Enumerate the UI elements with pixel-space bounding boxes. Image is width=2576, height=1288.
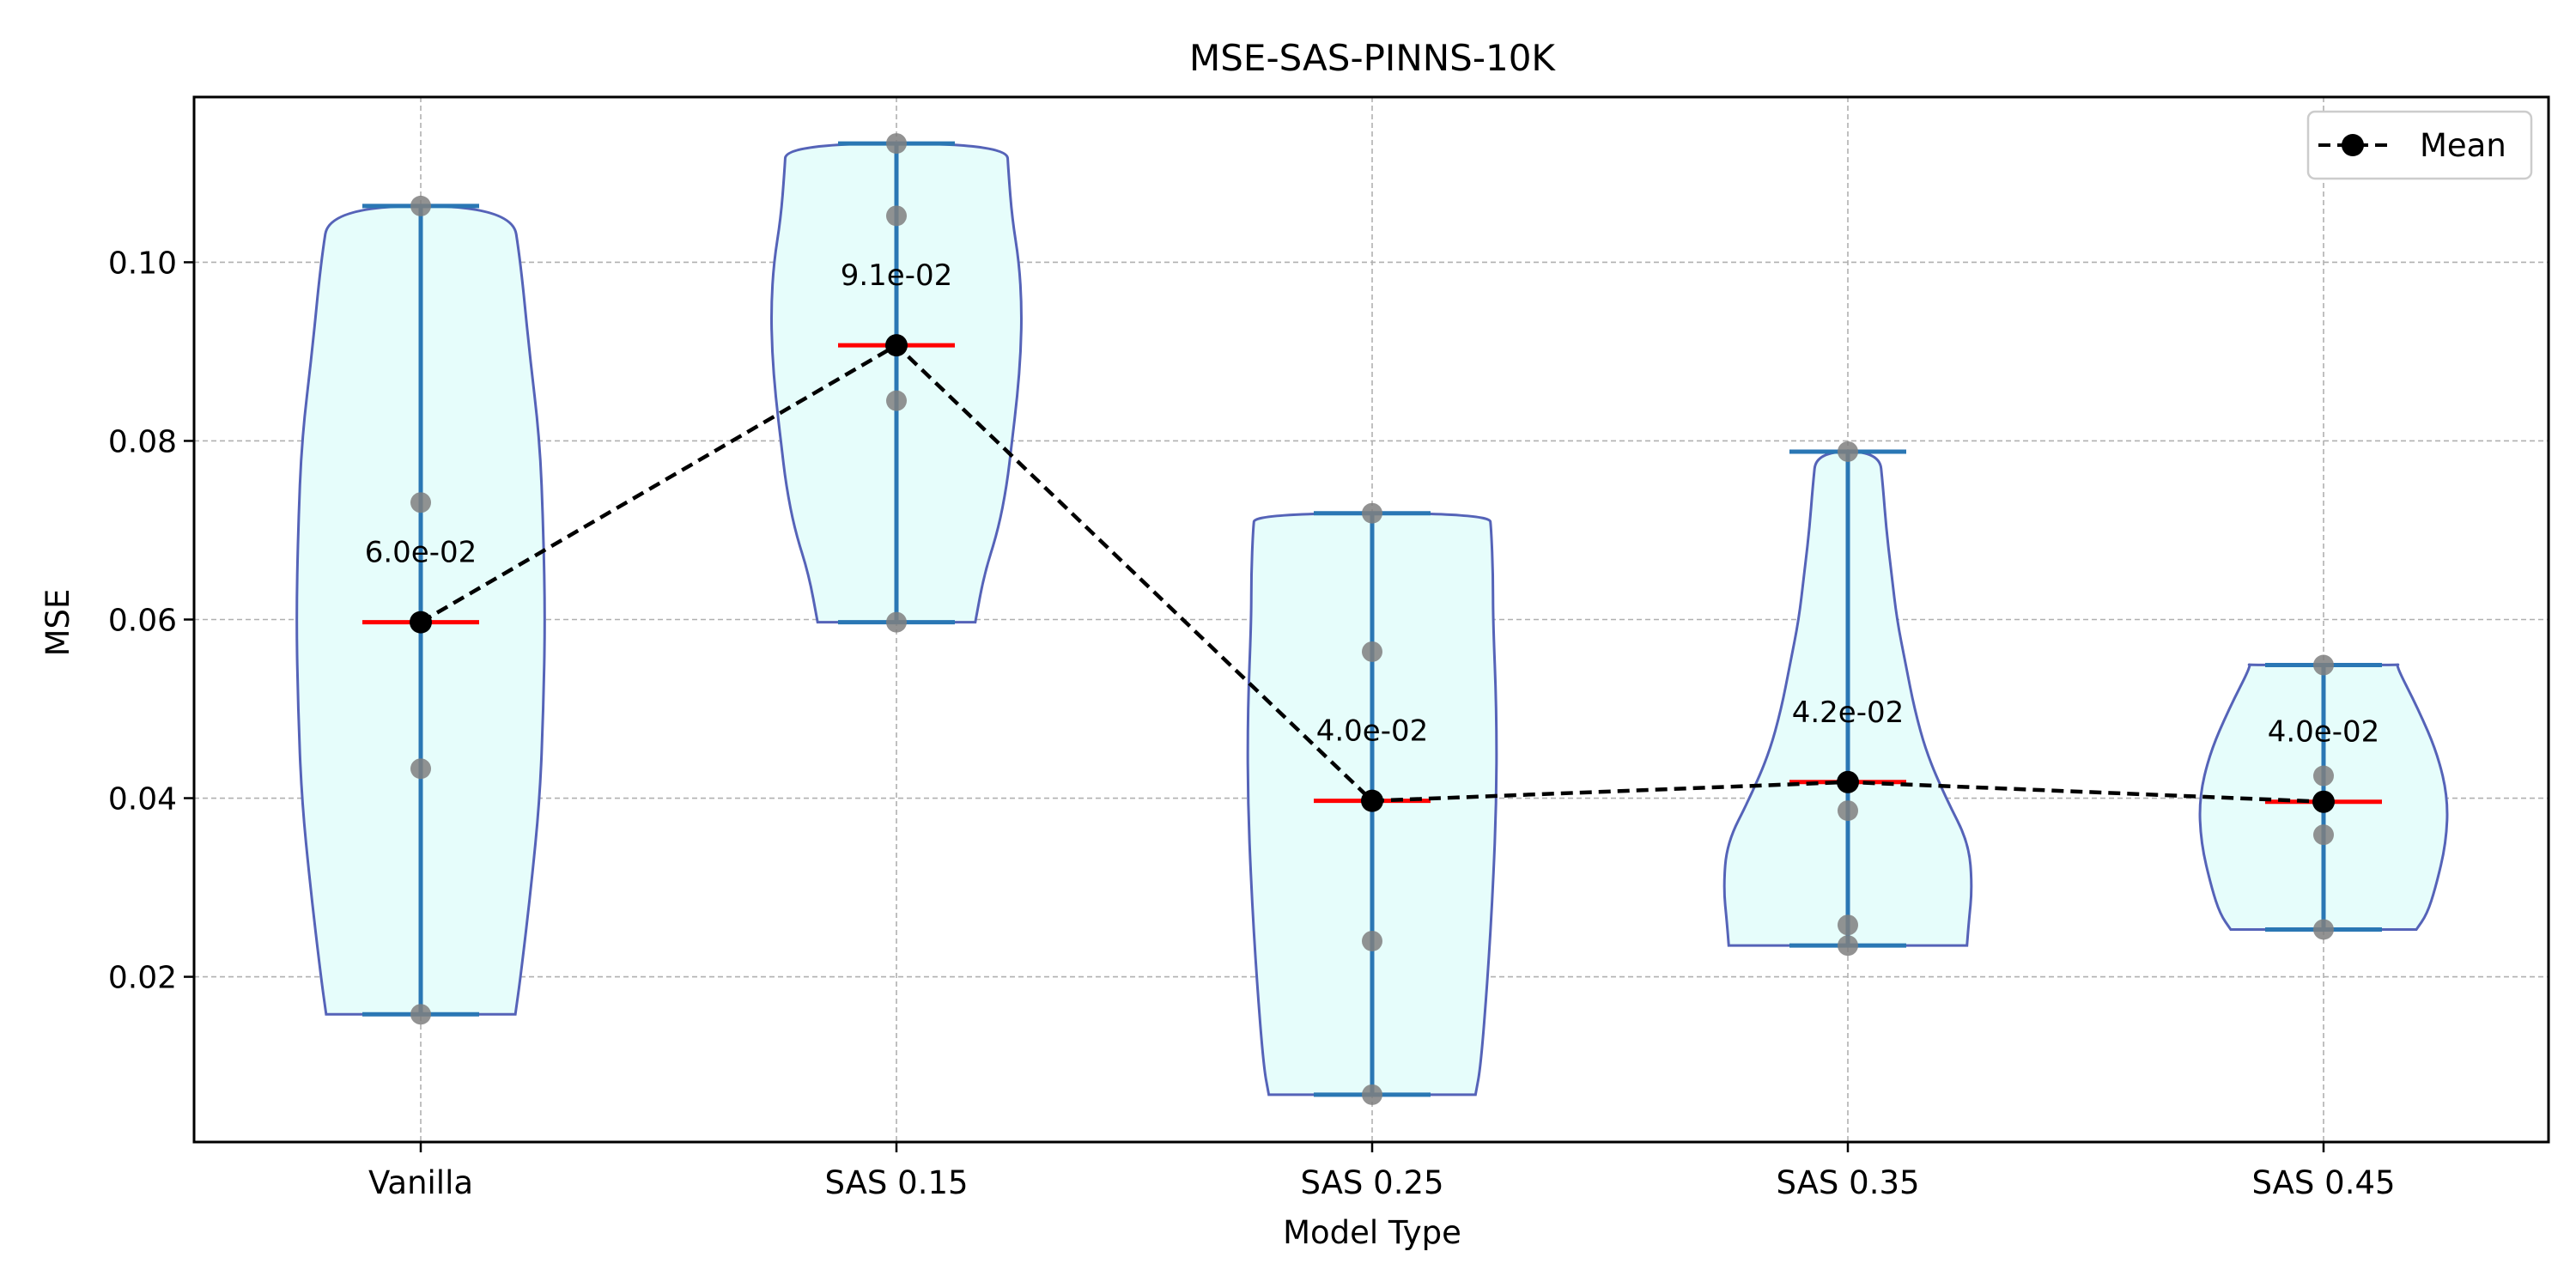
axis-layer: 0.02 0.04 0.06 0.08 0.10 Vanilla SAS 0.15 SAS 0…	[108, 95, 2550, 1201]
data-point	[1838, 800, 1858, 822]
data-point	[410, 1004, 431, 1025]
data-point	[2313, 919, 2334, 940]
legend-box	[2306, 110, 2533, 180]
data-point	[1362, 930, 1382, 951]
x-axis-label: Model Type	[1283, 1214, 1461, 1251]
mean-line-layer	[410, 334, 2335, 813]
data-point	[1838, 914, 1858, 936]
mean-marker	[1361, 789, 1383, 812]
x-tick-label: SAS 0.25	[1300, 1164, 1443, 1201]
data-point	[2313, 824, 2334, 846]
x-tick-label: Vanilla	[368, 1164, 473, 1201]
data-point	[1838, 935, 1858, 957]
data-point	[886, 390, 907, 411]
data-point	[1362, 1084, 1382, 1105]
data-point	[886, 611, 907, 633]
data-point	[886, 133, 907, 155]
data-point	[1362, 502, 1382, 524]
point-layer	[410, 133, 2334, 1105]
x-tick-label: SAS 0.35	[1776, 1164, 1919, 1201]
mean-value-label: 4.0e-02	[2268, 715, 2380, 750]
label-layer: 6.0e-02 9.1e-02 4.0e-02 4.2e-02 4.0e-02	[365, 258, 2380, 750]
data-point	[1838, 440, 1858, 462]
y-tick-label: 0.08	[108, 424, 177, 459]
data-point	[410, 492, 431, 513]
mean-value-label: 9.1e-02	[841, 258, 953, 293]
mean-value-label: 4.2e-02	[1792, 696, 1905, 730]
data-point	[410, 195, 431, 216]
data-point	[2313, 765, 2334, 787]
data-point	[1362, 641, 1382, 662]
legend: Mean	[2306, 110, 2533, 180]
legend-mean-marker	[2342, 134, 2364, 156]
y-tick-label: 0.04	[108, 782, 177, 817]
legend-entry-mean: Mean	[2420, 127, 2506, 164]
mean-value-label: 4.0e-02	[1316, 714, 1429, 749]
data-point	[2313, 654, 2334, 676]
y-axis-label: MSE	[39, 589, 76, 657]
mean-marker	[885, 334, 908, 357]
y-tick-label: 0.10	[108, 246, 177, 281]
y-tick-label: 0.06	[108, 604, 177, 639]
x-tick-label: SAS 0.45	[2251, 1164, 2395, 1201]
data-point	[886, 205, 907, 227]
y-tick-label: 0.02	[108, 961, 177, 996]
x-tick-label: SAS 0.15	[824, 1164, 968, 1201]
mean-value-label: 6.0e-02	[365, 536, 477, 570]
data-point	[410, 758, 431, 780]
mean-marker	[1837, 770, 1859, 793]
chart-title: MSE-SAS-PINNS-10K	[1189, 37, 1556, 79]
mean-marker	[410, 611, 432, 634]
mean-marker	[2312, 790, 2335, 813]
